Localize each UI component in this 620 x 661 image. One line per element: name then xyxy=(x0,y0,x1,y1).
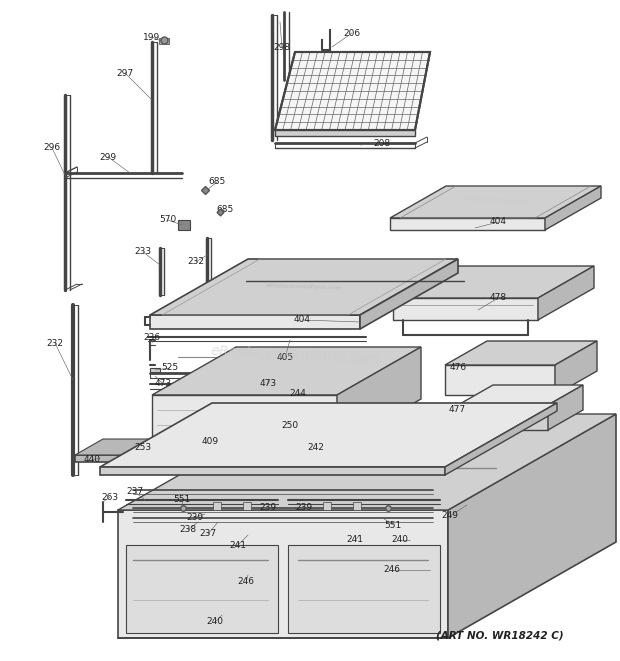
Polygon shape xyxy=(548,385,583,430)
Polygon shape xyxy=(150,259,458,315)
Polygon shape xyxy=(390,186,601,218)
Polygon shape xyxy=(445,403,557,475)
Polygon shape xyxy=(152,395,337,447)
Text: 232: 232 xyxy=(187,258,205,266)
Polygon shape xyxy=(152,347,421,395)
Text: 299: 299 xyxy=(99,153,117,161)
Text: 405: 405 xyxy=(277,354,293,362)
Text: 233: 233 xyxy=(135,247,151,256)
Text: 241: 241 xyxy=(229,541,247,549)
Text: 570: 570 xyxy=(159,215,177,225)
Text: 476: 476 xyxy=(450,364,467,373)
Text: 551: 551 xyxy=(384,520,402,529)
Text: 478: 478 xyxy=(489,293,507,303)
Polygon shape xyxy=(360,259,458,329)
Text: 296: 296 xyxy=(43,143,61,153)
Polygon shape xyxy=(150,315,360,329)
Polygon shape xyxy=(545,186,601,230)
Polygon shape xyxy=(178,220,190,230)
Text: 237: 237 xyxy=(200,529,216,539)
Polygon shape xyxy=(118,510,448,638)
Polygon shape xyxy=(323,502,331,510)
Polygon shape xyxy=(353,502,361,510)
Text: 244: 244 xyxy=(290,389,306,397)
Polygon shape xyxy=(445,341,597,365)
Text: 239: 239 xyxy=(259,504,277,512)
Text: 199: 199 xyxy=(143,32,161,42)
Polygon shape xyxy=(159,38,169,44)
Text: 208: 208 xyxy=(373,139,391,147)
Polygon shape xyxy=(275,52,430,130)
Text: 246: 246 xyxy=(384,566,401,574)
Polygon shape xyxy=(75,439,183,455)
Polygon shape xyxy=(275,130,415,136)
Text: 440: 440 xyxy=(84,455,100,465)
Polygon shape xyxy=(538,266,594,320)
Text: 298: 298 xyxy=(273,44,291,52)
Polygon shape xyxy=(213,502,221,510)
Polygon shape xyxy=(100,403,557,467)
Polygon shape xyxy=(393,298,538,320)
Text: 232: 232 xyxy=(46,338,63,348)
Text: 404: 404 xyxy=(293,315,311,325)
Text: 473: 473 xyxy=(154,379,172,389)
Polygon shape xyxy=(458,385,583,405)
Polygon shape xyxy=(75,455,155,462)
Polygon shape xyxy=(445,365,555,395)
Text: 240: 240 xyxy=(391,535,409,545)
Polygon shape xyxy=(337,347,421,447)
Polygon shape xyxy=(243,502,251,510)
Text: 525: 525 xyxy=(161,364,179,373)
Text: 246: 246 xyxy=(237,578,254,586)
Text: 240: 240 xyxy=(206,617,223,627)
Polygon shape xyxy=(458,405,548,430)
Text: 239: 239 xyxy=(296,504,312,512)
Text: 404: 404 xyxy=(490,217,507,227)
Polygon shape xyxy=(288,545,440,633)
Text: eReplacementParts.com: eReplacementParts.com xyxy=(265,283,342,291)
Text: 297: 297 xyxy=(117,69,133,77)
Text: 241: 241 xyxy=(347,535,363,545)
Polygon shape xyxy=(393,266,594,298)
Polygon shape xyxy=(126,545,278,633)
Polygon shape xyxy=(118,414,616,510)
Text: 242: 242 xyxy=(308,442,324,451)
Text: 236: 236 xyxy=(143,334,161,342)
Text: 685: 685 xyxy=(208,178,226,186)
Polygon shape xyxy=(150,368,160,372)
Text: 238: 238 xyxy=(179,525,197,535)
Text: 206: 206 xyxy=(343,28,361,38)
Text: 473: 473 xyxy=(259,379,277,389)
Text: 250: 250 xyxy=(281,420,299,430)
Text: eReplacementParts.com: eReplacementParts.com xyxy=(461,196,529,204)
Polygon shape xyxy=(448,414,616,638)
Text: 237: 237 xyxy=(126,488,144,496)
Text: eReplacementParts.com: eReplacementParts.com xyxy=(210,344,380,366)
Text: 249: 249 xyxy=(441,512,459,520)
Text: 685: 685 xyxy=(216,206,234,215)
Text: (ART NO. WR18242 C): (ART NO. WR18242 C) xyxy=(436,630,564,640)
Polygon shape xyxy=(227,433,247,441)
Text: 263: 263 xyxy=(102,492,118,502)
Text: 253: 253 xyxy=(135,444,151,453)
Polygon shape xyxy=(100,467,445,475)
Text: 551: 551 xyxy=(174,496,190,504)
Polygon shape xyxy=(555,341,597,395)
Text: 409: 409 xyxy=(202,438,219,446)
Polygon shape xyxy=(390,218,545,230)
Text: 477: 477 xyxy=(448,405,466,414)
Text: 239: 239 xyxy=(187,512,203,522)
